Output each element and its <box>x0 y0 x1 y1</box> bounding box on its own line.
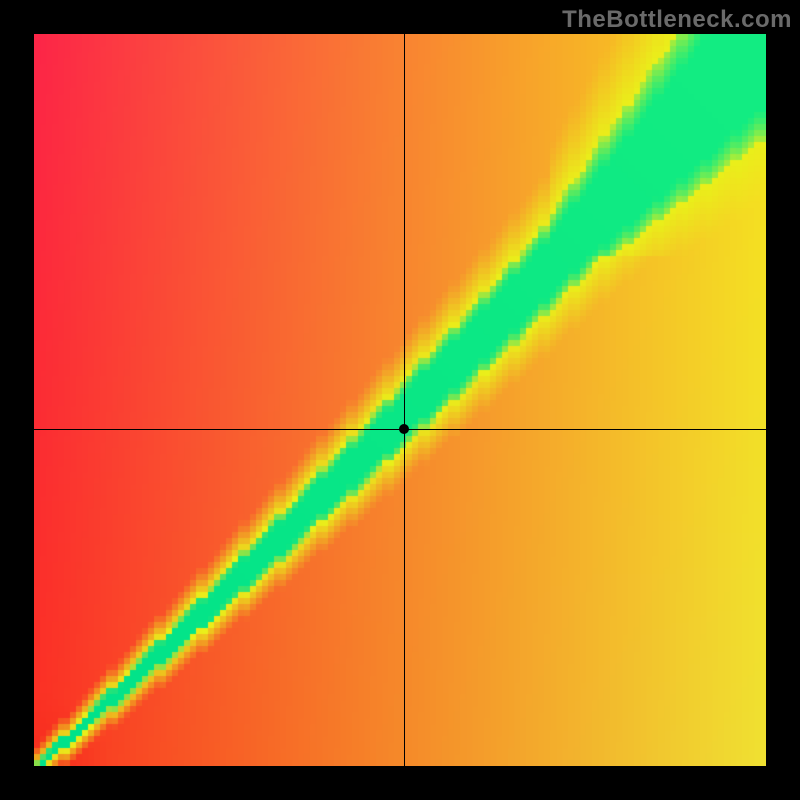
chart-container: TheBottleneck.com <box>0 0 800 800</box>
plot-area <box>34 34 766 766</box>
crosshair-marker <box>399 424 409 434</box>
heatmap-canvas <box>34 34 766 766</box>
crosshair-vertical <box>404 34 405 766</box>
watermark-text: TheBottleneck.com <box>562 6 792 34</box>
